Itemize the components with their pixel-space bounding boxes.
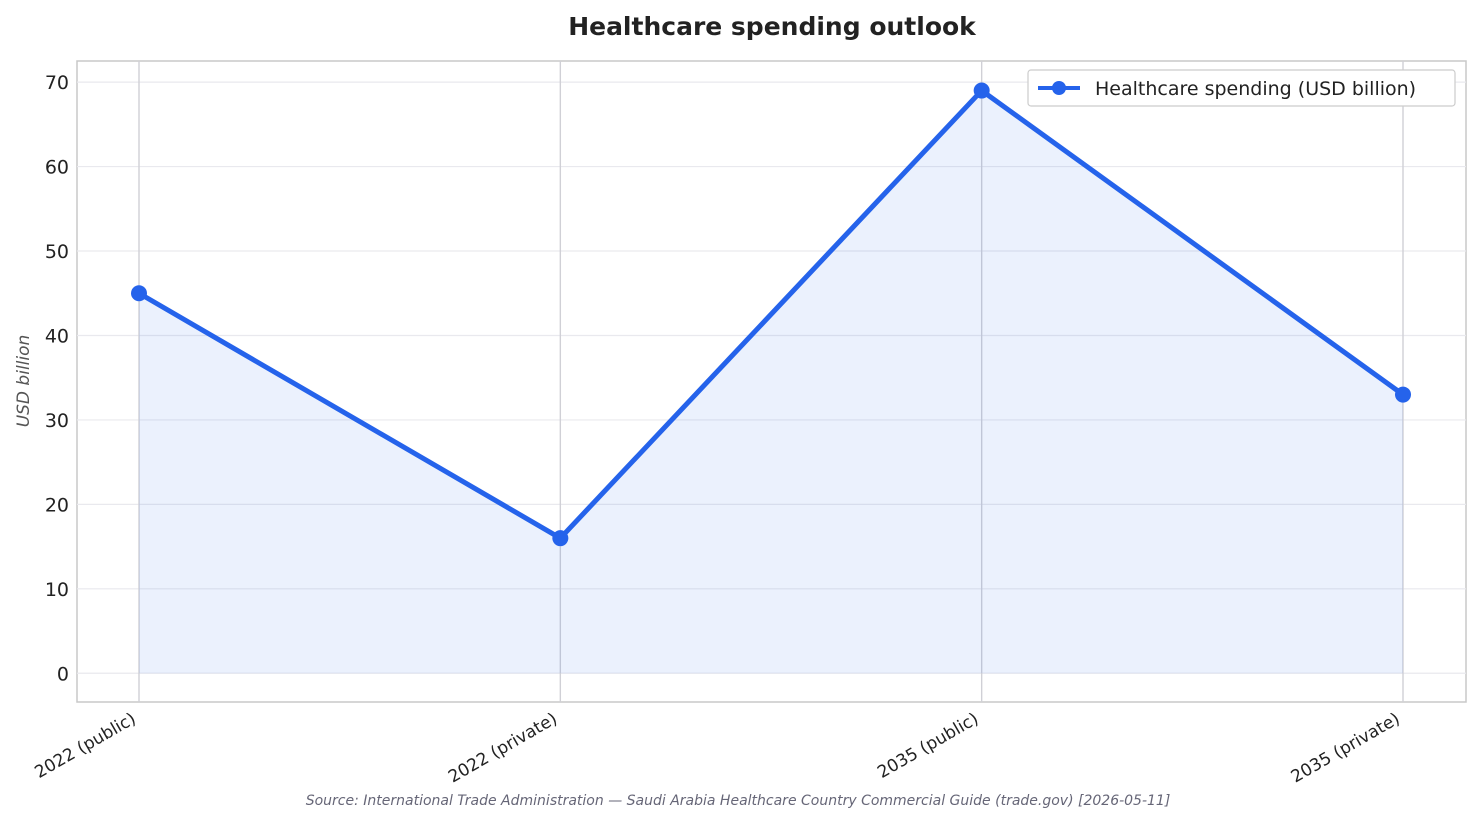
- chart-title: Healthcare spending outlook: [568, 12, 977, 41]
- y-tick-label: 10: [45, 579, 69, 601]
- data-point-layer: [131, 82, 1411, 547]
- y-tick-label: 70: [45, 72, 69, 94]
- y-axis-ticks: 0 10 20 30 40 50 60 70: [45, 72, 69, 685]
- legend-label: Healthcare spending (USD billion): [1095, 78, 1416, 100]
- y-tick-label: 30: [45, 410, 69, 432]
- series-line-layer: [136, 88, 1406, 541]
- source-note: Source: International Trade Administrati…: [306, 793, 1171, 809]
- area-fill-layer: [139, 90, 1403, 674]
- y-tick-label: 50: [45, 241, 69, 263]
- series-area: [139, 90, 1403, 674]
- y-tick-label: 20: [45, 494, 69, 516]
- y-tick-label: 60: [45, 157, 69, 179]
- y-axis-label: USD billion: [14, 335, 34, 428]
- plot-frame: [76, 60, 1467, 703]
- x-tick-label: 2022 (public): [32, 709, 140, 783]
- data-point[interactable]: [973, 82, 990, 99]
- legend-marker-swatch: [1052, 81, 1066, 95]
- x-tick-label: 2035 (public): [874, 709, 982, 783]
- x-tick-label: 2035 (private): [1288, 709, 1404, 787]
- legend-box: [1027, 69, 1456, 107]
- y-tick-label: 0: [57, 663, 69, 685]
- legend[interactable]: Healthcare spending (USD billion): [1027, 69, 1456, 107]
- data-point[interactable]: [552, 530, 569, 547]
- series-line: [136, 88, 1406, 541]
- x-axis-ticks: 2022 (public) 2022 (private) 2035 (public)…: [32, 709, 1404, 787]
- grid: [77, 61, 1466, 702]
- data-point[interactable]: [131, 285, 147, 302]
- y-tick-label: 40: [45, 325, 69, 347]
- x-tick-label: 2022 (private): [445, 709, 561, 787]
- data-point[interactable]: [1395, 386, 1411, 403]
